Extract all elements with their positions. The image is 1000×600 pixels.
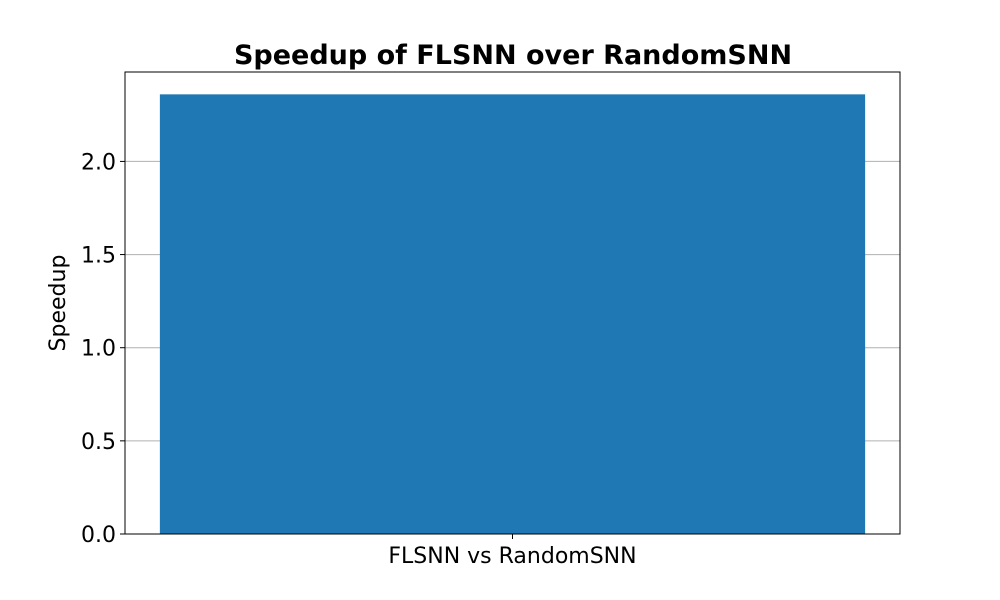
- y-tick-label: 1.0: [81, 337, 116, 362]
- chart-title: Speedup of FLSNN over RandomSNN: [234, 40, 792, 71]
- bars: [159, 94, 866, 535]
- y-axis-ticks: 0.0 0.5 1.0 1.5 2.0: [81, 150, 125, 548]
- x-axis-ticks: FLSNN vs RandomSNN: [388, 534, 637, 569]
- x-tick-label: FLSNN vs RandomSNN: [388, 544, 636, 569]
- y-tick-label: 2.0: [81, 150, 116, 175]
- y-tick-label: 1.5: [81, 244, 116, 269]
- y-tick-label: 0.5: [81, 430, 116, 455]
- y-axis-title: Speedup: [46, 255, 71, 352]
- y-tick-label: 0.0: [81, 523, 116, 548]
- bar-0: [159, 94, 866, 535]
